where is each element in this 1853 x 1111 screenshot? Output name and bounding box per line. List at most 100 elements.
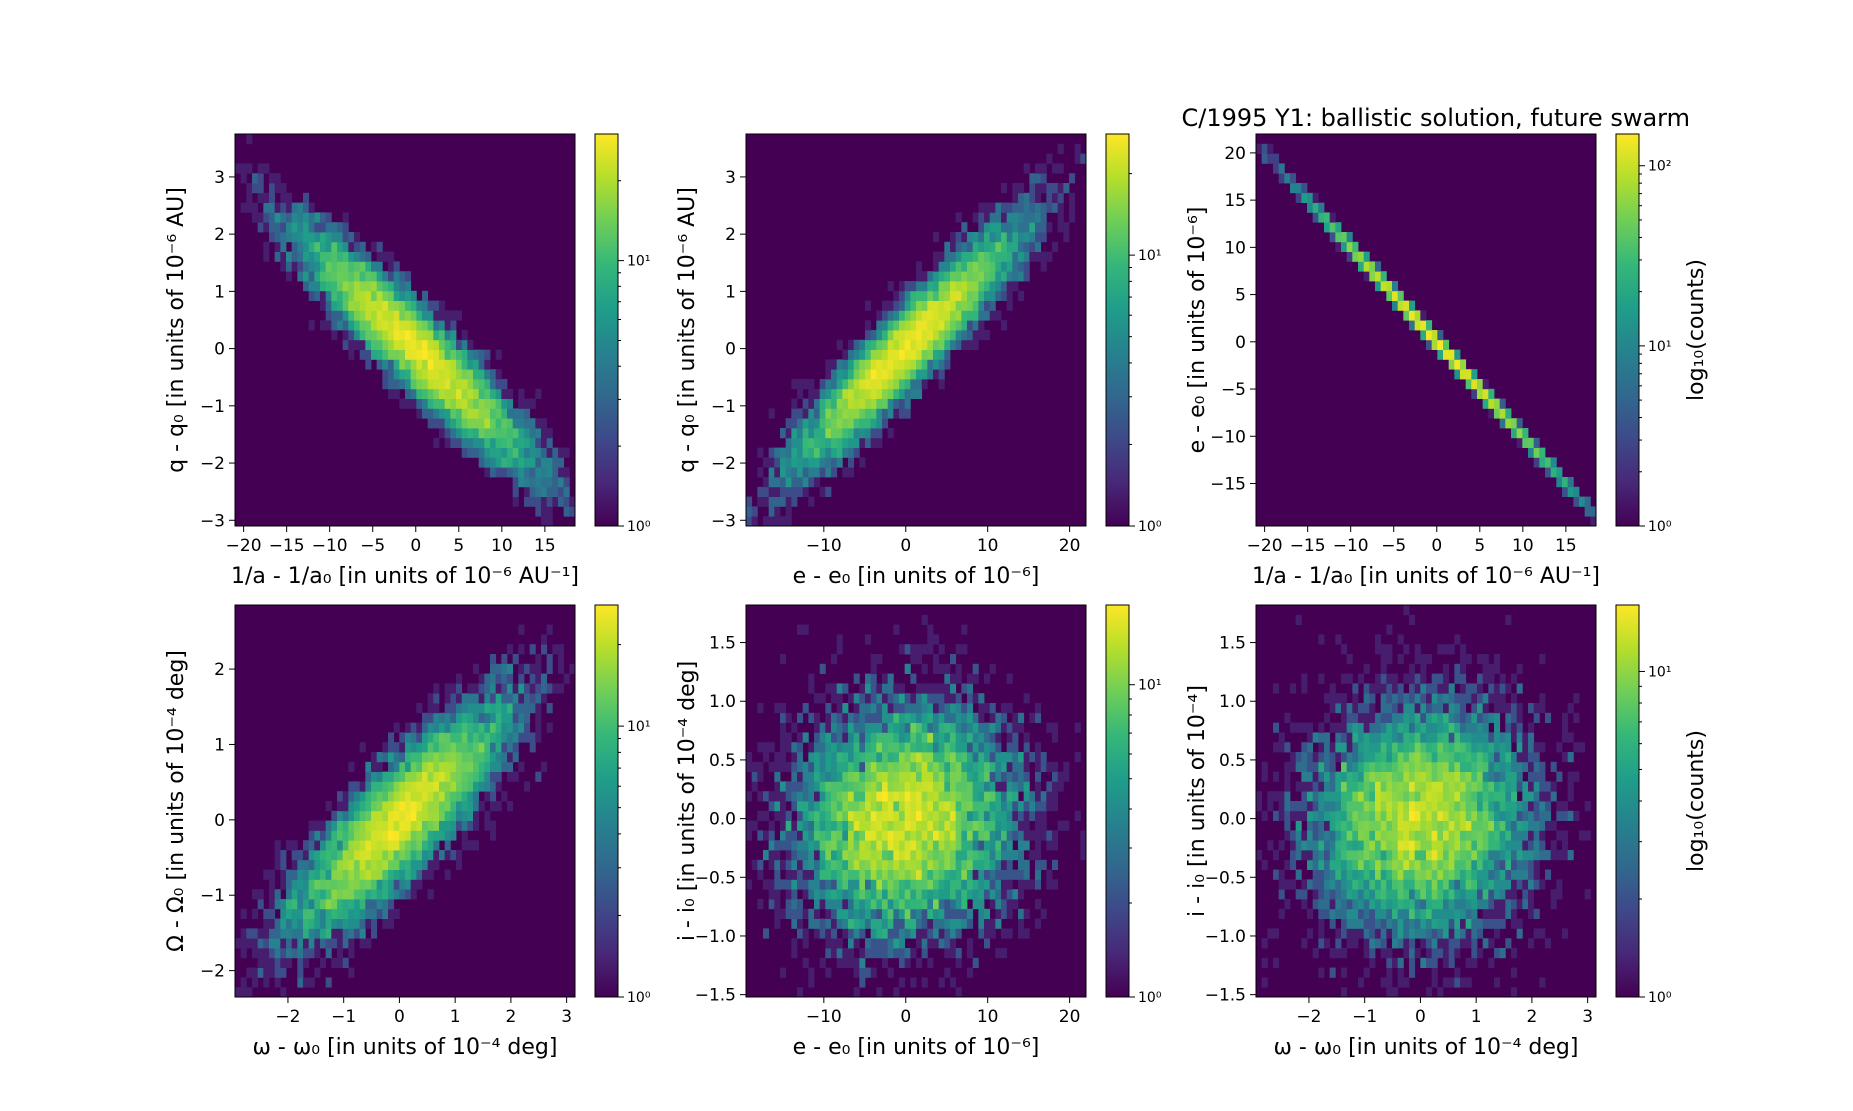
density-cell [887,869,894,880]
density-cell [927,869,934,880]
density-cell [831,810,838,821]
density-cell [240,202,247,213]
density-cell [1057,143,1064,154]
density-cell [1579,496,1586,507]
density-cell [1460,869,1467,880]
density-cell [1482,879,1489,890]
x-tick-label: 0 [900,536,911,556]
density-cell [410,330,417,341]
density-cell [416,359,423,370]
density-cell [359,251,366,262]
density-cell [859,810,866,821]
density-cell [882,830,889,841]
density-cell [933,840,940,851]
density-cell [950,820,957,831]
density-cell [916,742,923,753]
density-cell [1329,781,1336,792]
density-cell [910,644,917,655]
y-tick-label: 1.0 [709,692,736,712]
density-cell [563,506,570,517]
density-cell [433,830,440,841]
density-cell [865,830,872,841]
density-cell [780,712,787,723]
density-cell [399,742,406,753]
density-cell [331,281,338,292]
density-cell [422,330,429,341]
density-cell [1006,673,1013,684]
density-cell [444,830,451,841]
density-cell [825,712,832,723]
density-cell [325,320,332,331]
density-cell [337,859,344,870]
density-cell [927,899,934,910]
density-cell [910,369,917,380]
density-cell [859,418,866,429]
density-cell [1324,222,1331,233]
density-cell [938,859,945,870]
density-cell [1375,850,1382,861]
density-cell [286,869,293,880]
density-cell [1528,732,1535,743]
density-cell [1363,820,1370,831]
density-cell [1454,859,1461,870]
density-cell [427,850,434,861]
colorbar-tick-label: 10⁰ [627,990,651,1006]
density-cell [507,712,514,723]
density-cell [1290,879,1297,890]
density-cell [1346,654,1353,665]
density-cell [348,349,355,360]
density-cell [1369,791,1376,802]
density-cell [848,359,855,370]
density-cell [325,918,332,929]
density-cell [291,850,298,861]
density-cell [1012,241,1019,252]
density-cell [558,683,565,694]
density-cell [1460,840,1467,851]
density-cell [961,908,968,919]
density-cell [876,801,883,812]
density-cell [495,742,502,753]
density-cell [831,379,838,390]
density-cell [320,889,327,900]
density-cell [916,908,923,919]
density-cell [1460,654,1467,665]
density-cell [1392,928,1399,939]
density-cell [450,339,457,350]
density-cell [933,330,940,341]
density-cell [416,810,423,821]
density-cell [910,918,917,929]
density-cell [354,781,361,792]
density-cell [484,722,491,733]
density-cell [1318,938,1325,949]
density-cell [1386,732,1393,743]
density-cell [1001,928,1008,939]
density-cell [1590,506,1596,517]
density-cell [1001,810,1008,821]
density-cell [746,791,753,802]
density-cell [916,810,923,821]
density-cell [938,928,945,939]
density-cell [961,290,968,301]
density-cell [876,369,883,380]
density-cell [1023,869,1030,880]
density-cell [938,693,945,704]
density-cell [484,781,491,792]
density-cell [899,742,906,753]
density-cell [944,703,951,714]
density-cell [1052,241,1059,252]
density-cell [1012,801,1019,812]
density-cell [1341,791,1348,802]
density-cell [1386,771,1393,782]
density-cell [1533,859,1540,870]
density-cell [1029,712,1036,723]
density-cell [529,496,536,507]
density-cell [348,310,355,321]
density-cell [1499,820,1506,831]
density-cell [774,771,781,782]
density-cell [1437,869,1444,880]
density-cell [978,859,985,870]
y-tick-label: 0 [214,340,225,360]
density-cell [546,654,553,665]
density-cell [1035,781,1042,792]
density-cell [933,918,940,929]
